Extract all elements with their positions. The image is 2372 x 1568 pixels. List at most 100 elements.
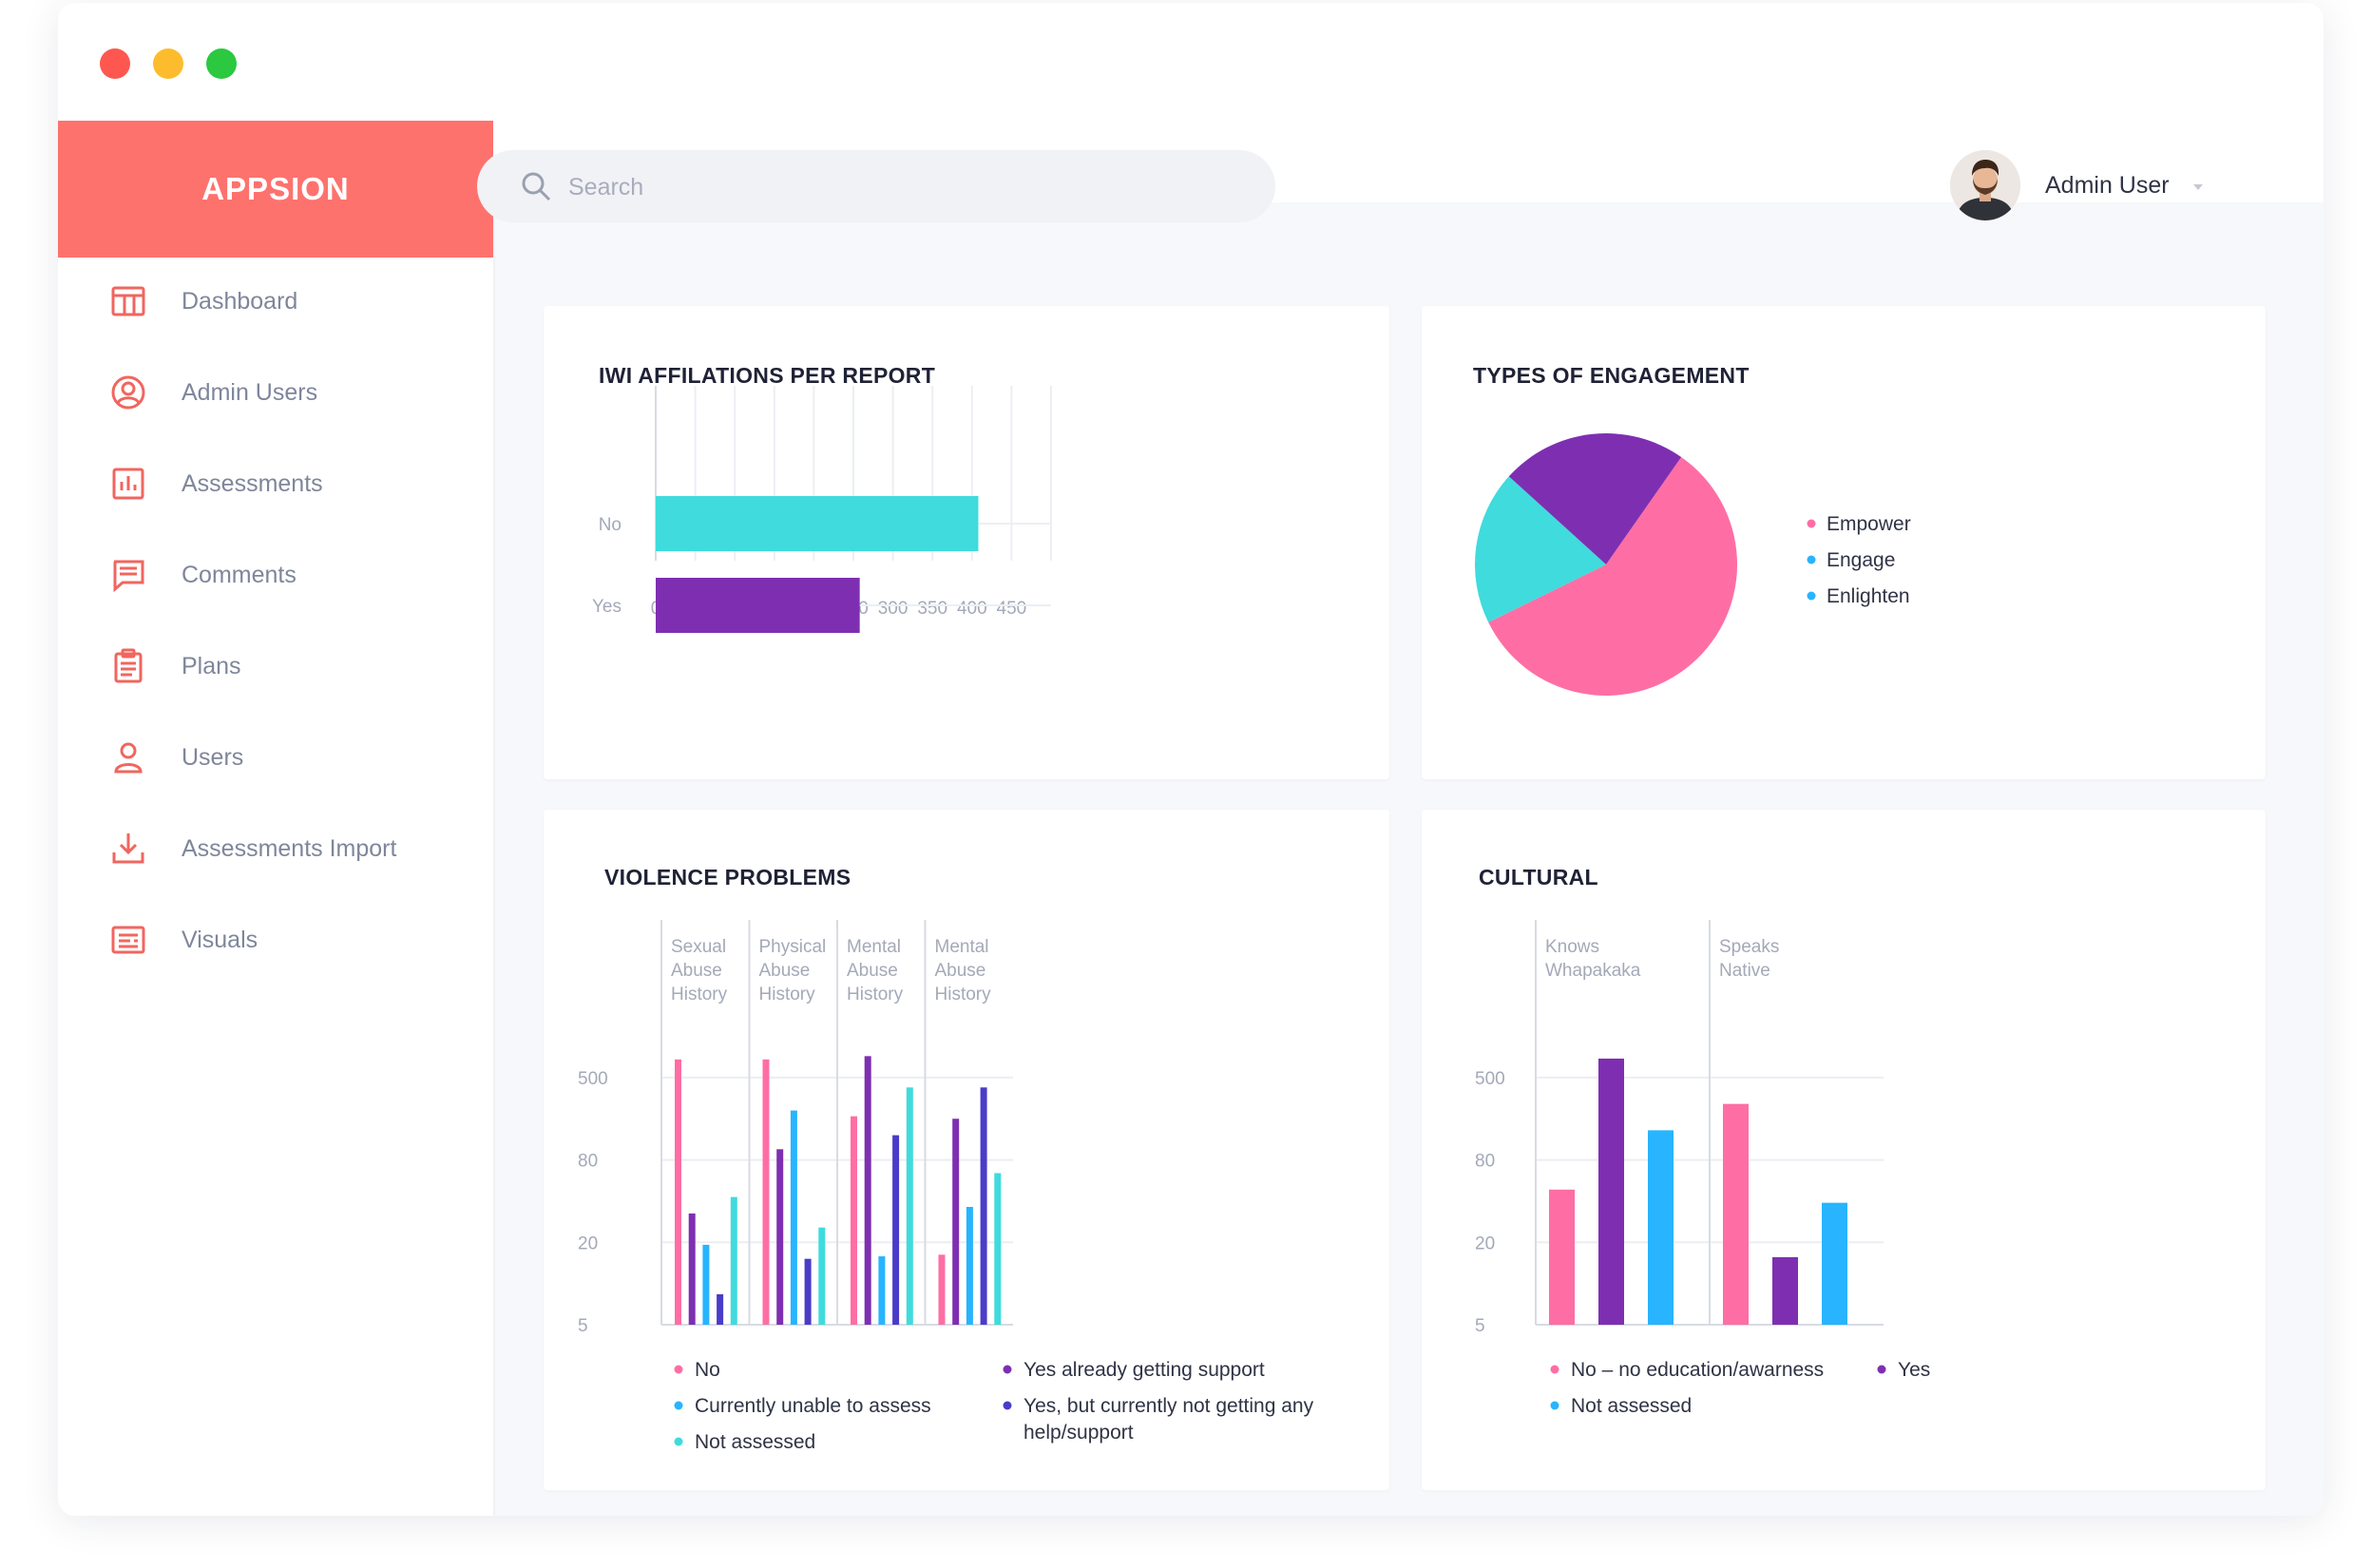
user-name[interactable]: Admin User <box>2045 172 2170 199</box>
legend-label: Yes, but currently not getting any <box>1023 1395 1314 1417</box>
legend-marker <box>674 1401 683 1410</box>
admin-users-icon <box>111 375 145 410</box>
bar <box>776 1149 784 1325</box>
bar <box>906 1087 913 1325</box>
bar-yes <box>656 578 860 633</box>
comments-icon <box>113 560 144 593</box>
avatar[interactable] <box>1950 150 2020 220</box>
legend-label: Engage <box>1827 549 1895 571</box>
bar <box>1598 1058 1624 1325</box>
engagement-pie-chart: Empower Engage Enlighten <box>1475 433 1911 696</box>
pie-slice-enlighten <box>1508 433 1682 564</box>
x-tick-label: 450 <box>997 599 1027 619</box>
category-label: Physical <box>759 937 827 957</box>
brand-logo[interactable]: APPSION <box>58 121 493 258</box>
bar <box>804 1258 812 1325</box>
sidebar-item-admin-users[interactable]: Admin Users <box>58 362 493 423</box>
bar <box>851 1116 857 1325</box>
maximize-window-button[interactable] <box>206 48 237 79</box>
sidebar-item-label: Comments <box>182 561 296 588</box>
sidebar-item-dashboard[interactable]: Dashboard <box>58 271 493 332</box>
legend-label: help/support <box>1023 1422 1134 1444</box>
iwi-bar-chart: 050100150200250300350400450NoYes <box>592 386 1052 633</box>
sidebar-item-label: Visuals <box>182 926 258 953</box>
category-label: Knows <box>1545 937 1599 957</box>
x-tick-label: 350 <box>917 599 947 619</box>
category-label: Whapakaka <box>1545 961 1641 981</box>
bar <box>818 1227 826 1325</box>
legend-marker <box>1807 555 1816 564</box>
y-tick-label: 5 <box>578 1316 588 1336</box>
bar <box>1822 1202 1847 1325</box>
legend-label: Enlighten <box>1827 585 1910 607</box>
bar <box>688 1213 696 1325</box>
bar <box>878 1256 886 1325</box>
card-title: VIOLENCE PROBLEMS <box>604 865 851 889</box>
search-input[interactable] <box>566 163 1235 211</box>
bar <box>938 1254 946 1325</box>
violence-problems-card: VIOLENCE PROBLEMS 5 20 80 500 Sexual Abuse His… <box>544 810 1389 1490</box>
bar <box>702 1244 710 1325</box>
bar <box>980 1087 987 1325</box>
card-title: TYPES OF ENGAGEMENT <box>1473 363 1750 388</box>
category-label: History <box>935 985 992 1004</box>
bar <box>1549 1189 1575 1325</box>
sidebar-item-plans[interactable]: Plans <box>58 636 493 697</box>
user-avatar-icon <box>1950 150 2020 220</box>
bar <box>864 1056 871 1325</box>
legend-label: Empower <box>1827 513 1911 535</box>
violence-bar-chart: 5 20 80 500 Sexual Abuse History Physical Abuse H… <box>578 920 1314 1453</box>
y-tick-label: No <box>599 515 622 535</box>
legend-label: Yes already getting support <box>1023 1359 1265 1381</box>
legend-marker <box>1807 519 1816 528</box>
category-label: Native <box>1719 961 1770 981</box>
y-tick-label: 500 <box>578 1069 608 1089</box>
bar <box>730 1196 737 1325</box>
sidebar-item-visuals[interactable]: Visuals <box>58 909 493 970</box>
category-label: Speaks <box>1719 937 1779 957</box>
sidebar-item-label: Admin Users <box>182 378 318 406</box>
legend-label: Not assessed <box>1571 1395 1692 1417</box>
search-icon[interactable] <box>519 169 553 203</box>
x-tick-label: 400 <box>957 599 987 619</box>
card-title: CULTURAL <box>1479 865 1598 889</box>
bar <box>1723 1103 1749 1325</box>
assessments-icon <box>112 468 144 500</box>
category-label: Sexual <box>671 937 726 957</box>
close-window-button[interactable] <box>100 48 130 79</box>
x-tick-label: 300 <box>878 599 909 619</box>
legend-marker <box>674 1437 683 1446</box>
minimize-window-button[interactable] <box>153 48 183 79</box>
dashboard-icon <box>111 286 145 316</box>
y-tick-label: Yes <box>592 597 622 617</box>
y-tick-label: 80 <box>578 1152 598 1172</box>
y-tick-label: 80 <box>1475 1152 1495 1172</box>
sidebar-item-users[interactable]: Users <box>58 727 493 788</box>
y-tick-label: 20 <box>1475 1233 1495 1253</box>
bar-no <box>656 496 979 551</box>
sidebar-item-label: Users <box>182 743 244 771</box>
bar <box>762 1059 770 1325</box>
bar <box>952 1119 960 1325</box>
y-tick-label: 500 <box>1475 1069 1505 1089</box>
plans-icon <box>114 648 143 683</box>
bar <box>994 1173 1002 1325</box>
search-bar <box>477 150 1275 222</box>
legend-marker <box>674 1365 683 1374</box>
pie-slice-engage <box>1475 476 1606 622</box>
sidebar-item-assessments-import[interactable]: Assessments Import <box>58 818 493 879</box>
types-of-engagement-card: TYPES OF ENGAGEMENT Empower Engage Enlight… <box>1422 306 2266 779</box>
legend-marker <box>1550 1401 1559 1410</box>
sidebar-item-comments[interactable]: Comments <box>58 545 493 605</box>
y-tick-label: 20 <box>578 1233 598 1253</box>
bar <box>892 1135 900 1325</box>
bar <box>966 1207 973 1325</box>
users-icon <box>114 742 143 774</box>
sidebar-item-assessments[interactable]: Assessments <box>58 453 493 514</box>
legend-marker <box>1003 1401 1012 1410</box>
chevron-down-icon[interactable] <box>2191 182 2205 192</box>
cultural-bar-chart: 5 20 80 500 Knows Whapakaka Speaks Native No – n… <box>1475 920 1930 1417</box>
legend-label: Currently unable to assess <box>695 1395 931 1417</box>
legend-marker <box>1550 1365 1559 1374</box>
bar <box>1772 1256 1798 1325</box>
